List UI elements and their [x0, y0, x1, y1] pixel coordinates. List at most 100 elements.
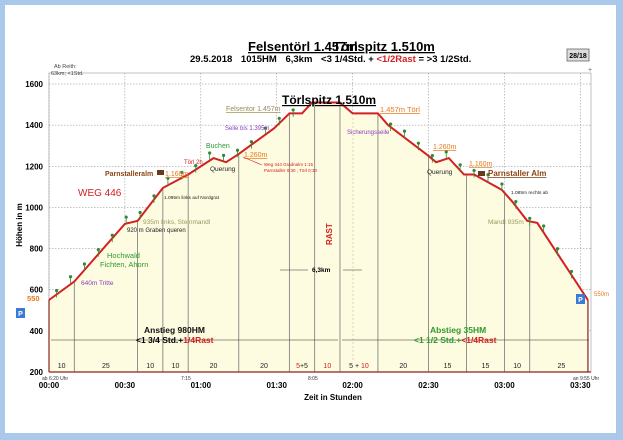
segment-time-part: 15 [482, 363, 490, 370]
segment-time-part: 10 [58, 363, 66, 370]
hochwald-label: Hochwald [107, 251, 140, 260]
segment-time-label: 5+5 [296, 363, 308, 370]
tree-icon [180, 170, 184, 174]
segment-time-part: 10 [146, 363, 154, 370]
tree-icon [528, 216, 532, 220]
x-tick-label: 01:00 [191, 381, 212, 390]
segment-lines [73, 102, 531, 372]
x-axis-label: Zeit in Stunden [304, 393, 362, 402]
sicherung-label: Sicherungsseile [347, 130, 390, 136]
segment-time-label: 20 [210, 363, 218, 370]
segment-time-label: 10 [172, 363, 180, 370]
tree-icon [472, 168, 476, 173]
sub-time: <3 1/4Std. + [321, 54, 374, 65]
h1260-down-label: 1.260m [433, 144, 457, 151]
parnstalleralm-label: Parnstalleralm [105, 171, 153, 178]
y-tick-label: 1400 [25, 121, 43, 130]
fichten-label: Fichten, Ahorn [100, 260, 148, 269]
steinmandl-label: 935m links, Steinmandl [143, 219, 211, 226]
x-tick-label: 00:30 [115, 381, 136, 390]
tree-icon [96, 248, 100, 252]
segment-time-part: 15 [444, 363, 452, 370]
tree-icon [569, 269, 574, 274]
info-line1: Ab Reith: [54, 64, 77, 70]
rast-label: RAST [325, 223, 334, 245]
x-tick-label: 02:00 [342, 381, 363, 390]
tree-icon [291, 108, 295, 112]
segment-time-part: 25 [557, 363, 565, 370]
felsentor-label: Felsentor 1.457m [226, 106, 281, 113]
abstieg-time: <1 1/2 Std.+<1/4Rast [414, 335, 497, 345]
toerl-label: 1.457m Törl [380, 105, 420, 114]
parking-icon-left [16, 308, 25, 318]
parking-icon-right [576, 294, 585, 304]
tree-icon [166, 176, 170, 180]
segment-time-part: 20 [399, 363, 407, 370]
segment-time-label: 20 [399, 363, 407, 370]
segment-time-label: 25 [557, 363, 565, 370]
hut-icon [157, 170, 164, 175]
summit-label: Törlspitz 1.510m [282, 93, 376, 107]
querung-up-label: Querung [210, 166, 236, 173]
tree-icon [514, 200, 518, 204]
segment-time-label: 10 [146, 363, 154, 370]
graben-label: 920 m Graben queren [127, 228, 186, 234]
page-badge[interactable] [566, 48, 590, 62]
tree-icon [54, 288, 59, 293]
plus-mark: + [588, 67, 592, 74]
segment-labels: 10 25 10 10 20 20 5+5 10 5 + 10 20 15 15 10 25 [58, 363, 566, 370]
segment-time-part: 10 [361, 363, 369, 370]
end-elev-label: 550m [594, 292, 609, 298]
nordgrat-label: 1.095m links auf Nordgrat [164, 195, 220, 201]
sub-rast: <1/2Rast [377, 54, 417, 65]
x-tick-label: 00:00 [39, 381, 60, 390]
hut-icon [478, 171, 485, 176]
x-tick-label: 01:30 [266, 381, 287, 390]
segment-time-label: 15 [482, 363, 490, 370]
segment-time-part: 10 [513, 363, 521, 370]
segment-time-part: 5 + [349, 363, 361, 370]
tritte-label: 640m Tritte [81, 280, 114, 287]
segment-time-part: 5 [296, 363, 300, 370]
segment-time-label: 10 [513, 363, 521, 370]
anstieg-time: <1 3/4 Std.+1/4Rast [136, 335, 214, 345]
y-tick-label: 1200 [25, 162, 43, 171]
time-805: 8:05 [308, 376, 318, 382]
annotations: Törlspitz 1.510m Felsentor 1.457m 1.457m… [16, 93, 609, 382]
x-tick-label: 03:30 [570, 381, 591, 390]
sub-km: 6,3km [285, 54, 312, 65]
x-tick-label: 03:00 [494, 381, 515, 390]
seile-label: Seile bis 1.395m [225, 126, 269, 132]
tree-icon [500, 182, 504, 186]
tree-icon [235, 148, 240, 152]
buchen-label: Buchen [206, 143, 230, 150]
y-tick-label: 200 [30, 368, 44, 377]
tree-icon [458, 163, 462, 167]
segment-time-label: 15 [444, 363, 452, 370]
querung-down-label: Querung [427, 169, 453, 176]
parnstaller-alm-label: Parnstaller Alm [488, 169, 546, 178]
sub-date: 29.5.2018 [190, 54, 232, 65]
h1160-up-label: 1.160m [165, 171, 189, 178]
tree-icon [486, 173, 490, 177]
segment-time-label: 10 [58, 363, 66, 370]
segment-time-part: +5 [300, 363, 308, 370]
time-end: an 9:55 Uhr [573, 376, 599, 382]
tree-icon [402, 129, 407, 133]
rechts-ab-label: 1.085m rechts ab [511, 190, 548, 196]
tree-icon [110, 233, 114, 237]
parking-left-text: P [18, 311, 23, 318]
tree-icon [430, 153, 434, 158]
segment-time-label: 10 [323, 363, 331, 370]
tree-icon [277, 116, 281, 120]
tree-icon [263, 126, 267, 130]
time-start: ab 6:20 Uhr [42, 376, 68, 382]
tree-icon [388, 122, 393, 126]
tree-icon [208, 151, 212, 155]
page-badge-text: 28/18 [569, 53, 587, 60]
segment-time-label: 5 + 10 [349, 363, 369, 370]
segment-time-part: 25 [102, 363, 110, 370]
weg444-line2: Parnstaller 0:30 , Törl 0:30 [264, 168, 317, 173]
